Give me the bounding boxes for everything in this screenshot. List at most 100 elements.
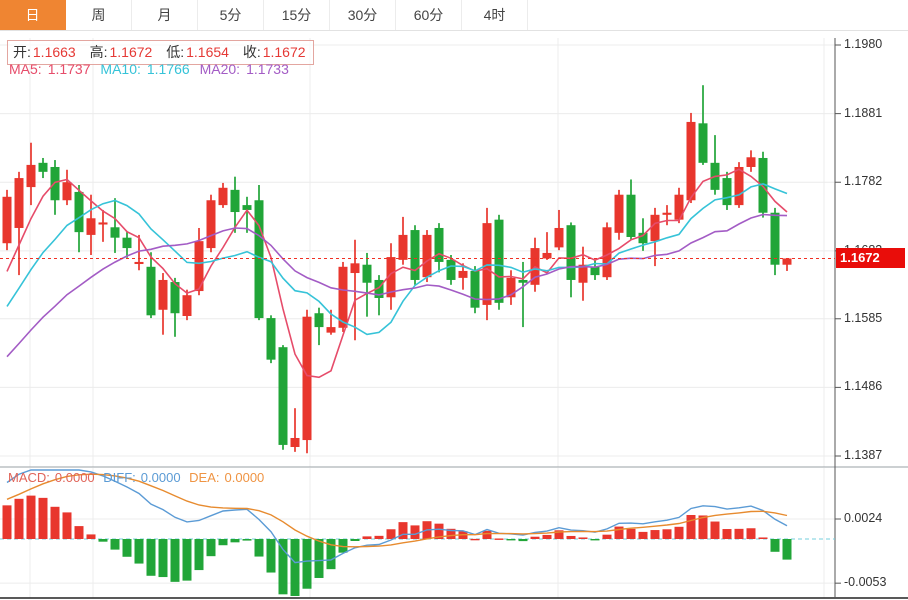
candle[interactable]: [662, 212, 672, 215]
tab-30分[interactable]: 30分: [330, 0, 396, 30]
macd-histogram-bar[interactable]: [182, 539, 192, 581]
macd-histogram-bar[interactable]: [782, 539, 792, 560]
macd-histogram-bar[interactable]: [434, 523, 444, 539]
tab-60分[interactable]: 60分: [396, 0, 462, 30]
macd-histogram-bar[interactable]: [242, 539, 252, 541]
macd-histogram-bar[interactable]: [302, 539, 312, 589]
macd-histogram-bar[interactable]: [530, 536, 540, 539]
candle[interactable]: [98, 222, 108, 225]
macd-histogram-bar[interactable]: [110, 539, 120, 550]
candle[interactable]: [722, 178, 732, 206]
candle[interactable]: [374, 279, 384, 298]
candle[interactable]: [230, 189, 240, 213]
tab-4时[interactable]: 4时: [462, 0, 528, 30]
macd-histogram-bar[interactable]: [350, 539, 360, 541]
macd-histogram-bar[interactable]: [722, 529, 732, 539]
macd-histogram-bar[interactable]: [134, 539, 144, 564]
macd-histogram-bar[interactable]: [194, 539, 204, 571]
candle[interactable]: [590, 266, 600, 276]
candle[interactable]: [134, 261, 144, 265]
candle[interactable]: [50, 166, 60, 201]
macd-histogram-bar[interactable]: [230, 539, 240, 543]
macd-histogram-bar[interactable]: [398, 522, 408, 539]
candle[interactable]: [518, 279, 528, 283]
candle[interactable]: [170, 282, 180, 314]
macd-histogram-bar[interactable]: [470, 538, 480, 541]
candle[interactable]: [614, 194, 624, 233]
candle[interactable]: [494, 219, 504, 303]
macd-histogram-bar[interactable]: [566, 535, 576, 539]
macd-histogram-bar[interactable]: [374, 535, 384, 539]
macd-histogram-bar[interactable]: [254, 539, 264, 557]
macd-histogram-bar[interactable]: [410, 525, 420, 539]
candle[interactable]: [182, 295, 192, 317]
macd-histogram-bar[interactable]: [14, 498, 24, 539]
macd-histogram-bar[interactable]: [218, 539, 228, 546]
macd-histogram-bar[interactable]: [650, 530, 660, 539]
macd-histogram-bar[interactable]: [62, 512, 72, 539]
candle[interactable]: [434, 227, 444, 262]
macd-histogram-bar[interactable]: [86, 534, 96, 539]
macd-histogram-bar[interactable]: [770, 539, 780, 552]
macd-histogram-bar[interactable]: [326, 539, 336, 570]
candle[interactable]: [326, 327, 336, 333]
macd-histogram-bar[interactable]: [38, 497, 48, 539]
candle[interactable]: [278, 347, 288, 445]
candle[interactable]: [302, 316, 312, 441]
macd-histogram-bar[interactable]: [122, 539, 132, 557]
candle[interactable]: [254, 200, 264, 319]
macd-histogram-bar[interactable]: [674, 526, 684, 539]
candle[interactable]: [482, 223, 492, 305]
macd-histogram-bar[interactable]: [146, 539, 156, 576]
macd-histogram-bar[interactable]: [278, 539, 288, 595]
candle[interactable]: [338, 266, 348, 328]
candle[interactable]: [650, 214, 660, 242]
macd-histogram-bar[interactable]: [386, 529, 396, 539]
candle[interactable]: [314, 313, 324, 328]
tab-周[interactable]: 周: [66, 0, 132, 30]
candle[interactable]: [410, 230, 420, 280]
candle[interactable]: [566, 225, 576, 280]
macd-histogram-bar[interactable]: [290, 539, 300, 596]
macd-histogram-bar[interactable]: [518, 539, 528, 542]
candle[interactable]: [470, 270, 480, 308]
macd-histogram-bar[interactable]: [638, 531, 648, 539]
candle[interactable]: [2, 196, 12, 244]
macd-histogram-bar[interactable]: [494, 538, 504, 540]
macd-histogram-bar[interactable]: [362, 536, 372, 539]
candle[interactable]: [542, 252, 552, 259]
macd-histogram-bar[interactable]: [758, 537, 768, 539]
candle[interactable]: [266, 318, 276, 360]
candle[interactable]: [74, 191, 84, 233]
candle[interactable]: [446, 259, 456, 280]
macd-histogram-bar[interactable]: [590, 539, 600, 541]
macd-histogram-bar[interactable]: [710, 521, 720, 539]
candle[interactable]: [578, 264, 588, 283]
macd-histogram-bar[interactable]: [314, 539, 324, 578]
macd-histogram-bar[interactable]: [578, 537, 588, 539]
candle[interactable]: [770, 212, 780, 265]
candle[interactable]: [122, 237, 132, 249]
candle[interactable]: [362, 264, 372, 283]
candle[interactable]: [506, 277, 516, 298]
candle[interactable]: [86, 218, 96, 235]
candle[interactable]: [758, 157, 768, 213]
candle[interactable]: [422, 234, 432, 278]
macd-histogram-bar[interactable]: [2, 505, 12, 539]
candle[interactable]: [386, 257, 396, 298]
candle[interactable]: [146, 266, 156, 316]
tab-日[interactable]: 日: [0, 0, 66, 30]
candle[interactable]: [602, 227, 612, 278]
candle[interactable]: [698, 123, 708, 163]
macd-histogram-bar[interactable]: [542, 534, 552, 539]
macd-histogram-bar[interactable]: [602, 534, 612, 539]
candle[interactable]: [290, 437, 300, 447]
macd-histogram-bar[interactable]: [338, 539, 348, 553]
tab-月[interactable]: 月: [132, 0, 198, 30]
candle[interactable]: [674, 194, 684, 220]
macd-histogram-bar[interactable]: [26, 495, 36, 539]
candle[interactable]: [218, 187, 228, 206]
macd-histogram-bar[interactable]: [446, 528, 456, 539]
macd-histogram-bar[interactable]: [50, 506, 60, 539]
